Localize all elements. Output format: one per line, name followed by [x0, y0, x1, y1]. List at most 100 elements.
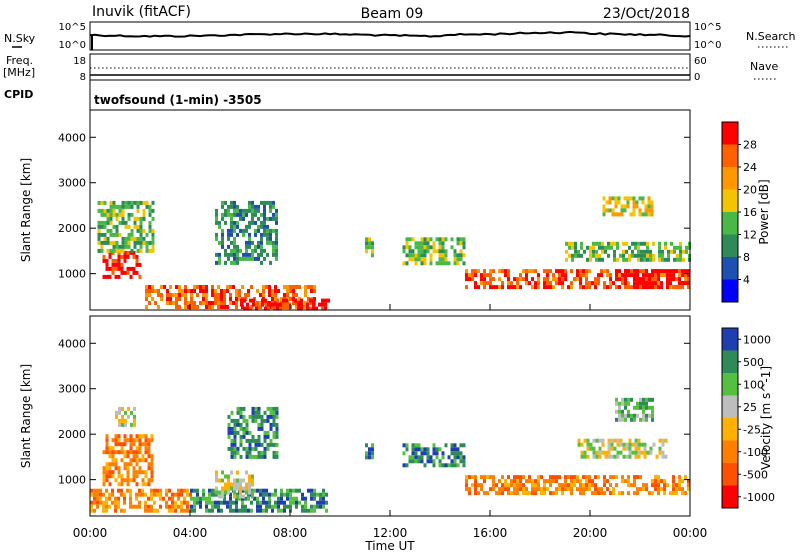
heatmap-cell: [598, 245, 601, 250]
heatmap-cell: [459, 249, 463, 254]
heatmap-cell: [236, 486, 239, 491]
heatmap-cell: [510, 281, 513, 286]
heatmap-cell: [233, 252, 236, 257]
heatmap-cell: [552, 479, 555, 484]
heatmap-cell: [100, 224, 104, 229]
heatmap-cell: [279, 306, 282, 311]
heatmap-cell: [624, 397, 627, 402]
heatmap-cell: [537, 483, 540, 488]
heatmap-cell: [534, 285, 537, 290]
heatmap-cell: [598, 450, 602, 455]
heatmap-cell: [504, 479, 507, 484]
heatmap-cell: [265, 508, 268, 513]
velocity-heatmap: [90, 397, 690, 513]
heatmap-cell: [236, 224, 239, 229]
heatmap-cell: [239, 426, 243, 431]
heatmap-cell: [642, 269, 645, 274]
heatmap-cell: [211, 500, 214, 505]
heatmap-cell: [151, 216, 155, 221]
heatmap-cell: [610, 454, 614, 459]
heatmap-cell: [537, 281, 540, 286]
heatmap-cell: [669, 491, 672, 496]
heatmap-cell: [477, 269, 480, 274]
heatmap-cell: [205, 293, 208, 297]
heatmap-cell: [121, 240, 125, 245]
heatmap-cell: [115, 216, 119, 221]
heatmap-cell: [489, 475, 492, 480]
heatmap-cell: [307, 297, 310, 301]
heatmap-cell: [565, 241, 568, 246]
heatmap-cell: [576, 273, 579, 278]
heatmap-cell: [233, 248, 236, 253]
heatmap-cell: [568, 245, 571, 250]
heatmap-cell: [605, 200, 609, 205]
heatmap-cell: [190, 508, 193, 513]
heatmap-cell: [217, 504, 220, 509]
heatmap-cell: [230, 426, 234, 431]
heatmap-cell: [254, 244, 257, 249]
heatmap-cell: [450, 463, 454, 468]
heatmap-cell: [492, 269, 495, 274]
heatmap-cell: [245, 422, 249, 427]
heatmap-cell: [604, 249, 607, 254]
heatmap-cell: [279, 302, 282, 307]
heatmap-cell: [138, 438, 142, 443]
heatmap-cell: [269, 204, 272, 209]
heatmap-cell: [589, 442, 593, 447]
heatmap-cell: [121, 216, 125, 221]
heatmap-cell: [652, 442, 656, 447]
heatmap-cell: [121, 422, 124, 427]
heatmap-cell: [617, 212, 621, 217]
heatmap-cell: [251, 418, 255, 423]
heatmap-cell: [675, 285, 678, 290]
heatmap-cell: [123, 462, 127, 467]
heatmap-cell: [235, 301, 238, 305]
heatmap-cell: [625, 257, 628, 262]
heatmap-cell: [148, 212, 152, 217]
heatmap-cell: [230, 482, 233, 487]
heatmap-cell: [135, 462, 139, 467]
heatmap-cell: [124, 220, 128, 225]
heatmap-cell: [168, 508, 171, 513]
heatmap-cell: [242, 434, 246, 439]
heatmap-cell: [277, 500, 280, 505]
heatmap-cell: [114, 438, 118, 443]
heatmap-cell: [277, 504, 280, 509]
heatmap-cell: [220, 301, 223, 305]
heatmap-cell: [248, 430, 252, 435]
heatmap-cell: [254, 414, 258, 419]
heatmap-cell: [221, 204, 224, 209]
heatmap-cell: [96, 488, 99, 493]
heatmap-cell: [151, 289, 154, 293]
heatmap-cell: [468, 491, 471, 496]
heatmap-cell: [275, 248, 278, 253]
heatmap-cell: [215, 220, 218, 225]
heatmap-cell: [265, 504, 268, 509]
heatmap-cell: [114, 500, 117, 505]
heatmap-cell: [368, 447, 371, 452]
heatmap-cell: [114, 442, 118, 447]
heatmap-cell: [620, 204, 624, 209]
heatmap-cell: [260, 224, 263, 229]
heatmap-cell: [438, 261, 442, 266]
heatmap-cell: [579, 281, 582, 286]
heatmap-cell: [151, 297, 154, 301]
heatmap-cell: [239, 482, 242, 487]
heatmap-cell: [666, 277, 669, 282]
heatmap-cell: [663, 273, 666, 278]
heatmap-cell: [261, 298, 264, 303]
heatmap-cell: [114, 504, 117, 509]
heatmap-cell: [661, 450, 665, 455]
heatmap-cell: [127, 212, 131, 217]
heatmap-cell: [453, 463, 457, 468]
heatmap-cell: [136, 228, 140, 233]
heatmap-cell: [93, 500, 96, 505]
heatmap-cell: [283, 305, 286, 309]
heatmap-cell: [97, 208, 101, 213]
heatmap-cell: [130, 204, 134, 209]
heatmap-cell: [245, 438, 249, 443]
heatmap-cell: [627, 285, 630, 290]
heatmap-cell: [221, 240, 224, 245]
heatmap-cell: [142, 200, 146, 205]
heatmap-cell: [597, 273, 600, 278]
